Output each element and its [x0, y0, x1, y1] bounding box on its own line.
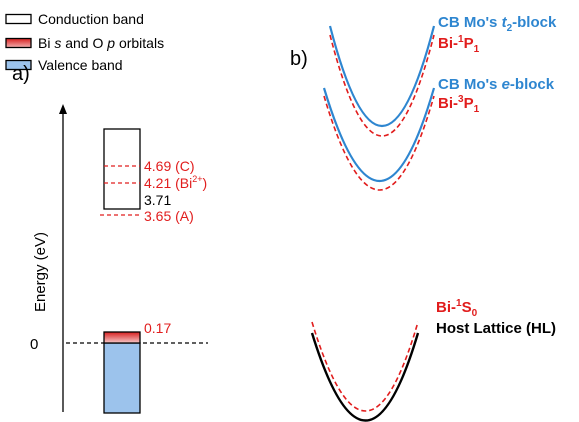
bi-1s0-curve: [311, 321, 419, 412]
energy-axis-label: Energy (eV): [32, 232, 49, 312]
legend-swatch-bi-o: [5, 37, 32, 49]
panel-b: b) CB Mo's t2-block Bi-1P1 CB Mo's e-blo…: [290, 14, 557, 422]
legend-label-bi-o: Bi s and O p orbitals: [38, 35, 164, 51]
panel-a-label: a): [12, 63, 30, 85]
panel-a: a) Energy (eV) 0 4.69 (C) 4.21 (Bi2+) 3.…: [12, 63, 208, 414]
legend-label-valence: Valence band: [38, 57, 123, 73]
cb-t2-block-curve: [328, 25, 436, 128]
host-lattice-curve: [310, 332, 420, 422]
bi-1p1-curve: [329, 34, 435, 137]
zero-label: 0: [30, 336, 38, 353]
level-cb-label: 3.71: [144, 192, 171, 208]
label-cb-t2-block: CB Mo's t2-block: [438, 14, 557, 34]
cb-e-block-curve: [322, 87, 436, 183]
valence-band-box: [103, 342, 141, 414]
bi-3p1-curve: [323, 95, 435, 191]
level-bi2-label: 4.21 (Bi2+): [144, 174, 207, 191]
legend-label-conduction: Conduction band: [38, 11, 144, 27]
label-cb-e-block: CB Mo's e-block: [438, 76, 555, 93]
legend: Conduction band Bi s and O p orbitals Va…: [5, 11, 164, 73]
legend-swatch-conduction: [5, 13, 32, 25]
panel-b-label: b): [290, 48, 308, 70]
label-host-lattice: Host Lattice (HL): [436, 320, 556, 337]
legend-swatch-valence: [5, 59, 32, 71]
conduction-band-box: [103, 128, 141, 210]
bi-o-orbital-box: [103, 331, 141, 344]
level-c-label: 4.69 (C): [144, 158, 195, 174]
energy-axis-arrowhead: [59, 104, 67, 114]
label-bi-3p1: Bi-3P1: [438, 94, 480, 115]
vb-top-label: 0.17: [144, 320, 171, 336]
label-bi-1s0: Bi-1S0: [436, 298, 478, 319]
level-a-label: 3.65 (A): [144, 208, 194, 224]
label-bi-1p1: Bi-1P1: [438, 34, 480, 55]
